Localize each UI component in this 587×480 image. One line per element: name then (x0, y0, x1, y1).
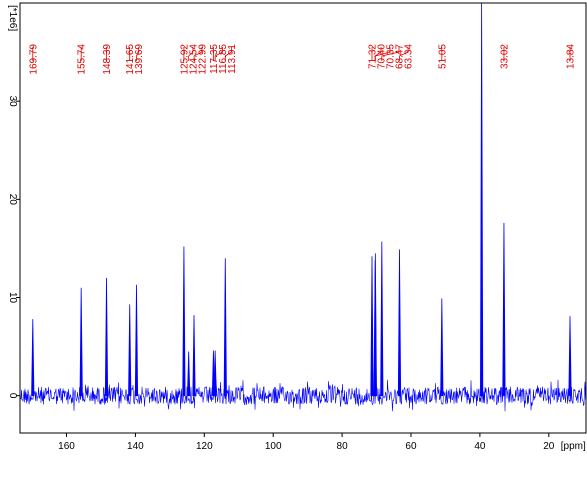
peak (134, 284, 139, 397)
peak-label: 116.85 (218, 44, 229, 74)
peak (380, 241, 384, 397)
x-tick-label: 60 (405, 441, 417, 452)
peak (480, 3, 484, 397)
peak (128, 304, 132, 397)
peak-label: 148.39 (102, 44, 113, 75)
peak-label-line (399, 47, 409, 61)
plot (20, 3, 586, 412)
peak (370, 256, 374, 397)
y-tick-label: 30 (7, 96, 18, 108)
plot-frame (19, 2, 587, 434)
peak-label: 51.05 (437, 44, 448, 69)
x-axis-label: [ppm] (561, 441, 586, 452)
x-tick-label: 40 (474, 441, 486, 452)
x-tick-label: 160 (58, 441, 75, 452)
peak-label-line (214, 47, 223, 61)
peak (373, 253, 377, 397)
peak-label: 70.35 (386, 44, 397, 69)
peak (31, 319, 35, 397)
peak (104, 277, 109, 397)
peak-label: 155.74 (77, 44, 88, 75)
x-tick-label: 80 (337, 441, 349, 452)
peak-label: 113.91 (227, 44, 238, 74)
peak-label-line (224, 47, 232, 61)
x-tick-label: 120 (196, 441, 213, 452)
y-tick-label: 0 (7, 393, 18, 399)
peak (79, 287, 83, 397)
peak-label: 122.99 (197, 44, 208, 75)
x-tick-label: 140 (127, 441, 144, 452)
peak-label-line (374, 47, 391, 61)
peak-label: 117.35 (209, 44, 220, 74)
peak (440, 298, 444, 397)
x-tick-label: 20 (543, 441, 555, 452)
peak-label: 68.47 (395, 44, 406, 69)
peak-label-line (381, 47, 400, 61)
baseline-noise (20, 379, 586, 412)
x-tick-label: 100 (265, 441, 282, 452)
peak-label: 71.32 (368, 44, 379, 69)
peak-label: 169.79 (28, 44, 39, 75)
peak-label-line (136, 47, 140, 61)
peak-label-line (193, 47, 203, 61)
peak-label-line (188, 47, 194, 61)
peak-label: 125.92 (179, 44, 190, 75)
peak (568, 316, 572, 397)
peak-label: 33.02 (499, 44, 510, 69)
peak (223, 258, 227, 397)
y-tick-label: 20 (7, 194, 18, 206)
peak (182, 246, 186, 397)
peak-label: 139.69 (134, 44, 145, 75)
peak (192, 315, 196, 397)
peak (187, 351, 191, 397)
y-axis-label: [*1e6] (7, 5, 18, 31)
y-tick-label: 10 (7, 292, 18, 304)
peak-label: 141.65 (125, 44, 136, 75)
peak-label: 63.34 (404, 44, 415, 69)
peak (502, 222, 506, 397)
peak (397, 249, 402, 397)
peak-label: 13.84 (566, 44, 577, 69)
peak (213, 350, 217, 397)
